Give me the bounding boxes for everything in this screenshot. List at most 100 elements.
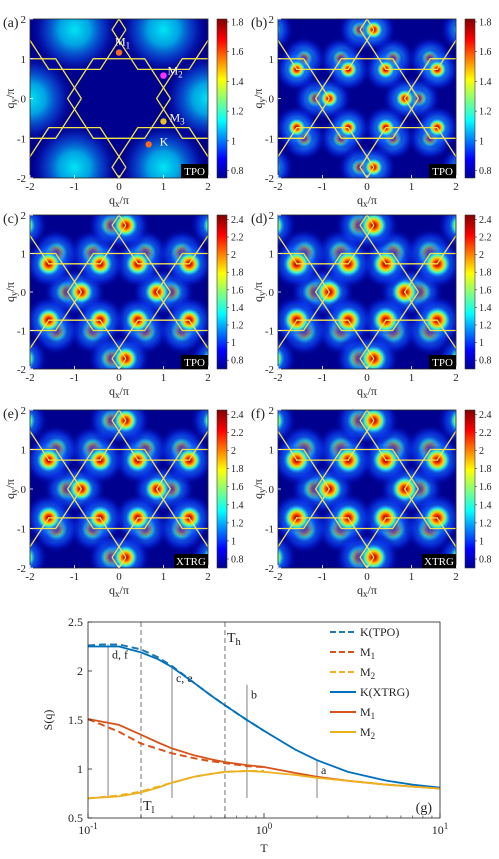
colorbar-tick-label: 2.2 (479, 428, 492, 439)
x-tick-label: 1 (409, 571, 415, 583)
method-badge (422, 554, 456, 568)
x-tick-label: 1 (161, 372, 167, 384)
brillouin-zone-edge (278, 410, 375, 461)
method-label: XTRG (176, 556, 206, 568)
y-tick-label: 0 (21, 287, 27, 299)
y-axis-label: qy/π (3, 282, 19, 302)
y-axis-label: qy/π (3, 89, 19, 109)
panel-d: -2-2 -1 -1 0 0 1 1 2 2 qx/π qy/π (d) TPO 2.4 2.2 2 1.8 1.… (251, 210, 492, 400)
colorbar-tick-label: 1.6 (479, 482, 492, 493)
peak (30, 410, 37, 433)
y-tick-label: 0 (21, 484, 27, 496)
colorbar-tick-label: 1 (479, 136, 484, 147)
brillouin-zone-edge (278, 19, 375, 71)
y-tick-label: -1 (265, 524, 274, 536)
high-symmetry-point (160, 72, 167, 79)
brillouin-zone-edge (359, 215, 456, 265)
brillouin-zone-edge (111, 19, 208, 71)
y-tick-label: -2 (265, 173, 274, 185)
brillouin-zone-edge (314, 448, 419, 530)
high-symmetry-point (115, 49, 123, 56)
peak (278, 544, 287, 568)
brillouin-zone-edge (403, 448, 456, 530)
brillouin-zone-edge (111, 126, 208, 178)
y-tick-label: 1 (77, 762, 83, 776)
brillouin-zone-edge (30, 19, 127, 71)
point-label: M3 (170, 110, 186, 126)
colorbar-tick-label: 1 (231, 136, 236, 147)
x-axis-label: qx/π (357, 583, 377, 599)
colorbar-tick-label: 0.8 (479, 554, 492, 565)
method-label: TPO (432, 357, 453, 369)
peak (278, 21, 282, 38)
x-tick-label: -1 (70, 181, 79, 193)
panel-label: (f) (251, 407, 265, 422)
x-axis-label: qx/π (357, 193, 377, 209)
peak (278, 345, 287, 369)
brillouin-zone-edge (30, 410, 127, 461)
y-tick-label: -1 (265, 133, 274, 145)
y-tick-label: 0 (21, 94, 27, 106)
peak (30, 215, 37, 238)
intensity-region (30, 122, 119, 178)
point-label: M1 (115, 35, 130, 51)
colorbar-tick-label: 1.8 (231, 268, 244, 279)
temperature-label: Tl (143, 799, 155, 816)
colorbar-tick-label: 2.2 (231, 428, 244, 439)
brillouin-zone-edge (30, 252, 82, 332)
brillouin-zone-edge (30, 448, 82, 530)
intensity-region (163, 54, 208, 143)
legend-label: K(TPO) (360, 625, 399, 639)
peak (112, 345, 140, 369)
y-tick-label: 2 (269, 14, 275, 26)
series-line (87, 770, 264, 800)
brillouin-zone-edge (403, 58, 456, 139)
colorbar-tick-label: 1.2 (479, 518, 492, 529)
x-tick-label: 1 (161, 571, 167, 583)
brillouin-zone-edge (111, 410, 208, 461)
y-tick-label: 0.5 (68, 811, 83, 825)
brillouin-zone-edge (30, 517, 127, 568)
high-symmetry-point (160, 118, 167, 125)
method-badge (174, 554, 208, 568)
x-tick-label: 0 (364, 571, 370, 583)
point-label: K (160, 134, 169, 148)
x-tick-label: 2 (453, 372, 459, 384)
colorbar-tick-label: 2.2 (231, 233, 244, 244)
x-tick-label: -2 (25, 181, 34, 193)
brillouin-zone-edge (278, 448, 330, 530)
y-tick-label: 0 (269, 484, 275, 496)
intensity-region (30, 54, 75, 143)
colorbar-tick-label: 1.6 (231, 285, 244, 296)
peak (278, 410, 287, 434)
x-tick-label: 0 (116, 372, 122, 384)
brillouin-zone-edge (30, 58, 82, 139)
colorbar-tick-label: 0.8 (231, 166, 244, 177)
panel-e: -2-2 -1 -1 0 0 1 1 2 2 qx/π qy/π (e) XTRG 2.4 2.2 2 1.8 1… (3, 405, 244, 599)
x-tick-label: -1 (70, 372, 79, 384)
brillouin-zone-edge (155, 252, 208, 332)
y-tick-label: 2 (269, 405, 275, 417)
panel-marker-label: a (321, 763, 327, 777)
colorbar-tick-label: 1.4 (231, 77, 244, 88)
colorbar (216, 409, 228, 569)
x-tick-label: -1 (70, 571, 79, 583)
halo (278, 532, 297, 568)
y-tick-label: 1 (21, 54, 27, 66)
y-tick-label: 1 (269, 445, 275, 457)
brillouin-zone-edge (359, 517, 456, 568)
brillouin-zone-edge (66, 448, 171, 530)
x-tick-label: 2 (205, 571, 211, 583)
x-axis-label: qx/π (109, 193, 129, 209)
brillouin-zone-edge (314, 58, 419, 139)
brillouin-zone-edge (30, 319, 127, 369)
halo (440, 19, 456, 52)
brillouin-zone-edge (278, 58, 330, 139)
y-tick-label: 1 (21, 445, 27, 457)
x-tick-label: 0 (364, 181, 370, 193)
x-tick-label: 0 (116, 571, 122, 583)
peak (201, 410, 208, 433)
brillouin-zone-edge (111, 517, 208, 568)
intensity-region (30, 19, 119, 75)
y-tick-label: 2 (21, 14, 27, 26)
